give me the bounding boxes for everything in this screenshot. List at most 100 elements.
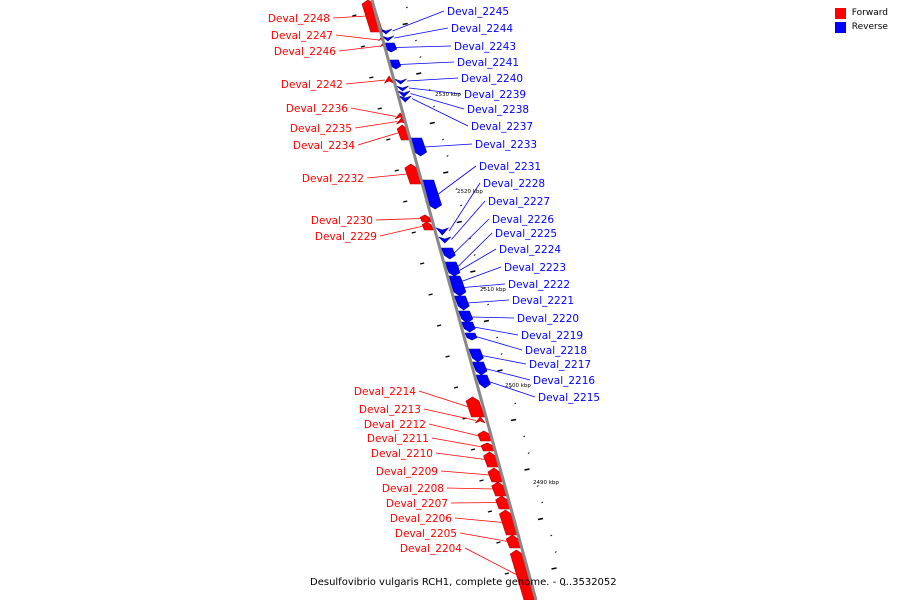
gene-connector bbox=[467, 299, 510, 304]
gene-label[interactable]: Deval_2245 bbox=[447, 6, 509, 18]
gene-deval-2221[interactable] bbox=[453, 295, 470, 311]
legend: Forward Reverse bbox=[834, 6, 888, 34]
gene-deval-2238[interactable] bbox=[397, 90, 411, 98]
gene-label[interactable]: Deval_2208 bbox=[382, 483, 444, 495]
gene-deval-2222[interactable] bbox=[448, 278, 467, 297]
gene-label[interactable]: Deval_2206 bbox=[390, 513, 452, 525]
gene-connector bbox=[410, 93, 465, 110]
gene-label[interactable]: Deval_2246 bbox=[274, 46, 336, 58]
gene-label[interactable]: Deval_2229 bbox=[315, 231, 377, 243]
gene-label[interactable]: Deval_2226 bbox=[492, 214, 554, 226]
gene-label[interactable]: Deval_2213 bbox=[359, 404, 421, 416]
gene-label[interactable]: Deval_2234 bbox=[293, 140, 355, 152]
scale-tick bbox=[509, 386, 512, 388]
gene-deval-2214[interactable] bbox=[465, 396, 485, 418]
gene-label[interactable]: Deval_2239 bbox=[464, 89, 526, 101]
gene-deval-2224[interactable] bbox=[445, 265, 461, 277]
scale-tick bbox=[369, 76, 374, 79]
gene-deval-2215[interactable] bbox=[475, 374, 491, 389]
gene-deval-2244[interactable] bbox=[381, 35, 395, 42]
gene-deval-2216[interactable] bbox=[472, 361, 488, 376]
gene-label[interactable]: Deval_2210 bbox=[371, 448, 433, 460]
gene-label[interactable]: Deval_2232 bbox=[302, 173, 364, 185]
scale-tick bbox=[416, 72, 422, 75]
gene-label[interactable]: Deval_2244 bbox=[451, 23, 513, 35]
gene-label[interactable]: Deval_2220 bbox=[517, 313, 579, 325]
gene-connector bbox=[473, 326, 519, 336]
scale-tick bbox=[523, 435, 526, 438]
legend-item-reverse[interactable]: Reverse bbox=[834, 20, 888, 34]
gene-label[interactable]: Deval_2218 bbox=[525, 345, 587, 357]
scale-tick bbox=[470, 270, 476, 273]
gene-label[interactable]: Deval_2227 bbox=[488, 196, 550, 208]
gene-label[interactable]: Deval_2219 bbox=[521, 330, 583, 342]
gene-label[interactable]: Deval_2223 bbox=[504, 262, 566, 274]
gene-deval-2217[interactable] bbox=[468, 348, 484, 363]
gene-label[interactable]: Deval_2235 bbox=[290, 123, 352, 135]
gene-connector bbox=[431, 437, 483, 448]
gene-label[interactable]: Deval_2236 bbox=[286, 103, 348, 115]
gene-label[interactable]: Deval_2207 bbox=[386, 498, 448, 510]
gene-connector bbox=[407, 77, 459, 82]
gene-label[interactable]: Deval_2241 bbox=[457, 57, 519, 69]
legend-item-forward[interactable]: Forward bbox=[834, 6, 888, 20]
scale-tick bbox=[436, 324, 442, 327]
gene-label[interactable]: Deval_2240 bbox=[461, 73, 523, 85]
gene-label[interactable]: Deval_2212 bbox=[364, 419, 426, 431]
scale-tick bbox=[487, 303, 490, 306]
gene-connector bbox=[332, 15, 367, 19]
gene-label[interactable]: Deval_2248 bbox=[268, 13, 330, 25]
scale-tick bbox=[536, 485, 539, 487]
scale-tick bbox=[419, 56, 422, 58]
gene-deval-2213[interactable] bbox=[475, 416, 486, 424]
gene-label[interactable]: Deval_2209 bbox=[376, 466, 438, 478]
gene-deval-2228[interactable] bbox=[435, 227, 450, 236]
scale-tick bbox=[419, 262, 425, 265]
gene-deval-2219[interactable] bbox=[461, 321, 476, 333]
scale-tick bbox=[500, 353, 503, 355]
gene-label[interactable]: Deval_2242 bbox=[281, 79, 343, 91]
gene-label[interactable]: Deval_2237 bbox=[471, 121, 533, 133]
scale-tick bbox=[377, 107, 382, 110]
gene-label[interactable]: Deval_2224 bbox=[499, 244, 561, 256]
gene-deval-2230[interactable] bbox=[419, 214, 432, 223]
gene-label[interactable]: Deval_2205 bbox=[395, 528, 457, 540]
gene-connector bbox=[435, 452, 486, 460]
scale-tick bbox=[429, 121, 435, 125]
gene-deval-2240[interactable] bbox=[394, 78, 407, 85]
gene-label[interactable]: Deval_2221 bbox=[512, 295, 574, 307]
gene-deval-2229[interactable] bbox=[421, 221, 434, 231]
scale-tick bbox=[470, 448, 476, 451]
gene-deval-2245[interactable] bbox=[379, 28, 393, 35]
gene-label[interactable]: Deval_2214 bbox=[354, 386, 416, 398]
gene-label[interactable]: Deval_2247 bbox=[271, 30, 333, 42]
gene-label[interactable]: Deval_2238 bbox=[467, 104, 529, 116]
scale-tick bbox=[550, 534, 553, 537]
gene-deval-2227[interactable] bbox=[438, 236, 451, 244]
gene-label[interactable]: Deval_2211 bbox=[367, 433, 429, 445]
gene-label[interactable]: Deval_2217 bbox=[529, 359, 591, 371]
gene-label[interactable]: Deval_2231 bbox=[479, 161, 541, 173]
gene-label[interactable]: Deval_2225 bbox=[495, 228, 557, 240]
gene-connector bbox=[461, 266, 502, 282]
gene-label[interactable]: Deval_2215 bbox=[538, 392, 600, 404]
gene-deval-2218[interactable] bbox=[464, 332, 478, 341]
scale-tick bbox=[445, 355, 450, 358]
gene-deval-2237[interactable] bbox=[399, 95, 412, 103]
scale-tick bbox=[487, 510, 493, 513]
scale-label: 2500 kbp bbox=[505, 383, 531, 389]
gene-deval-2239[interactable] bbox=[396, 85, 409, 92]
connector-layer bbox=[332, 10, 536, 576]
gene-label[interactable]: Deval_2230 bbox=[311, 215, 373, 227]
gene-label[interactable]: Deval_2204 bbox=[400, 543, 462, 555]
gene-deval-2220[interactable] bbox=[458, 310, 474, 324]
gene-connector bbox=[379, 225, 424, 237]
scale-tick bbox=[510, 418, 517, 422]
gene-deval-2226[interactable] bbox=[440, 247, 456, 260]
gene-label[interactable]: Deval_2228 bbox=[483, 178, 545, 190]
gene-label[interactable]: Deval_2233 bbox=[475, 139, 537, 151]
gene-label[interactable]: Deval_2222 bbox=[508, 279, 570, 291]
gene-label[interactable]: Deval_2243 bbox=[454, 41, 516, 53]
gene-label[interactable]: Deval_2216 bbox=[533, 375, 595, 387]
